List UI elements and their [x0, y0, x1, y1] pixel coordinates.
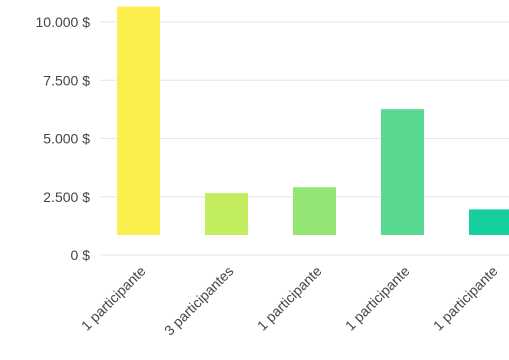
x-category-label: 1 participante [430, 263, 501, 334]
grid-layer [100, 21, 509, 256]
bar[interactable] [381, 109, 424, 235]
y-tick-label: 2.500 $ [43, 189, 90, 205]
x-axis-labels: 1 participante 3 participantes 1 participa… [78, 263, 501, 339]
y-tick-label: 7.500 $ [43, 72, 90, 88]
y-axis-ticks: 0 $ 2.500 $ 5.000 $ 7.500 $ 10.000 $ [36, 14, 91, 263]
x-category-label: 1 participante [78, 263, 149, 334]
y-tick-label: 10.000 $ [36, 14, 91, 30]
y-tick-label: 5.000 $ [43, 131, 90, 147]
bar[interactable] [293, 187, 336, 235]
x-category-label: 3 participantes [161, 263, 237, 339]
x-category-label: 1 participante [342, 263, 413, 334]
bar[interactable] [117, 6, 160, 235]
bar-layer [117, 6, 509, 235]
y-tick-label: 0 $ [71, 247, 91, 263]
bar[interactable] [205, 193, 248, 235]
x-category-label: 1 participante [254, 263, 325, 334]
bar[interactable] [469, 209, 509, 235]
